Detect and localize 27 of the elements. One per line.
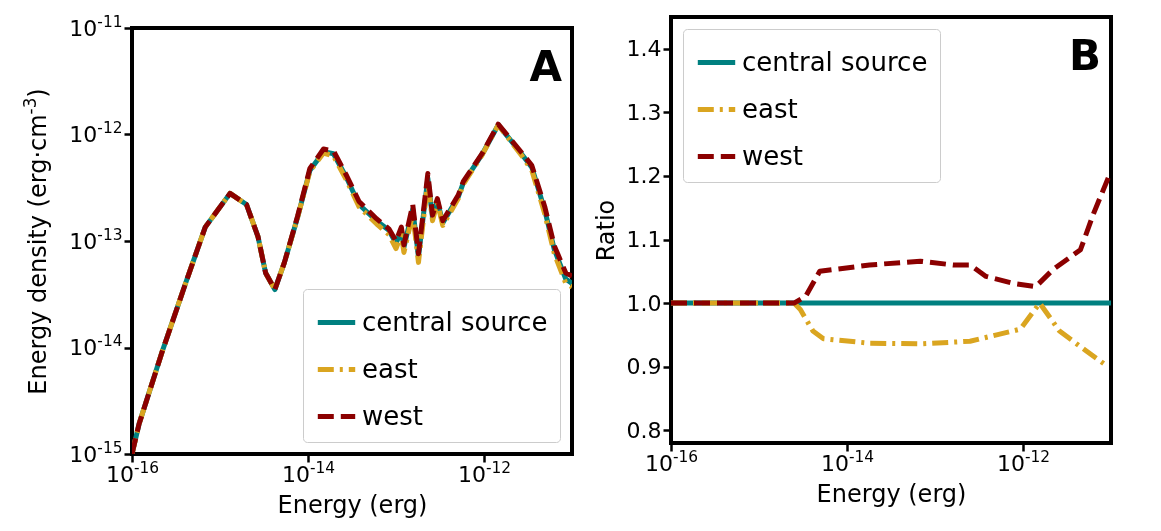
legend-label: west xyxy=(362,400,424,431)
x-axis-title: Energy (erg) xyxy=(816,479,967,508)
x-tick-label: 10$^{-14}$ xyxy=(820,447,875,476)
x-tick-label: 10$^{-12}$ xyxy=(457,458,512,487)
y-tick-label: 1.2 xyxy=(626,163,662,189)
y-tick-label: 1.4 xyxy=(626,36,662,62)
annotation: B xyxy=(1068,31,1101,80)
legend-label: east xyxy=(742,93,798,124)
y-tick-label: 1.0 xyxy=(626,290,662,316)
x-tick-label: 10$^{-14}$ xyxy=(281,458,336,487)
y-tick-label: 1.3 xyxy=(626,99,662,125)
y-tick-label: 10$^{-14}$ xyxy=(69,332,123,360)
y-tick-label: 1.1 xyxy=(626,227,662,253)
x-tick-label: 10$^{-12}$ xyxy=(996,447,1051,476)
y-tick-label: 0.9 xyxy=(626,354,662,380)
y-tick-label: 10$^{-11}$ xyxy=(69,12,123,41)
y-tick-label: 10$^{-12}$ xyxy=(69,119,123,147)
annotation: A xyxy=(529,42,563,91)
y-tick-label: 0.8 xyxy=(626,417,662,443)
legend-label: central source xyxy=(362,306,548,337)
x-axis-title: Energy (erg) xyxy=(277,490,428,519)
legend-label: west xyxy=(742,140,804,171)
y-axis-title: Ratio xyxy=(591,199,620,262)
x-tick-label: 10$^{-16}$ xyxy=(644,447,699,476)
legend-label: east xyxy=(362,353,418,384)
legend-label: central source xyxy=(742,46,928,77)
y-tick-label: 10$^{-13}$ xyxy=(69,225,123,254)
